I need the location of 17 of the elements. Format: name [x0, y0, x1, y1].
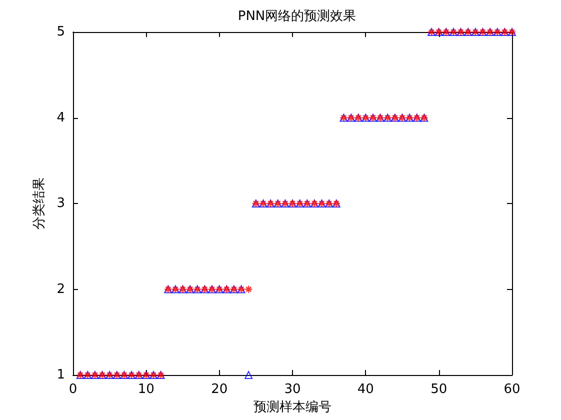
y-tick-label: 4 [56, 110, 65, 126]
x-tick-label: 50 [430, 382, 448, 397]
point [244, 285, 253, 294]
point [244, 371, 253, 379]
y-tick-label: 3 [56, 196, 65, 211]
chart-title: PNN网络的预测效果 [238, 9, 356, 24]
y-tick-label: 2 [56, 282, 65, 297]
x-tick-label: 20 [211, 382, 228, 397]
x-tick-label: 60 [504, 382, 520, 397]
y-tick-label: 5 [56, 24, 65, 40]
x-tick-label: 10 [138, 382, 154, 397]
x-tick-label: 0 [68, 382, 78, 397]
x-axis-title: 预测样本编号 [254, 400, 332, 415]
x-tick-label: 30 [284, 382, 301, 397]
y-axis-title: 分类结果 [32, 178, 47, 230]
x-tick-label: 40 [357, 382, 374, 397]
y-tick-label: 1 [56, 368, 65, 382]
